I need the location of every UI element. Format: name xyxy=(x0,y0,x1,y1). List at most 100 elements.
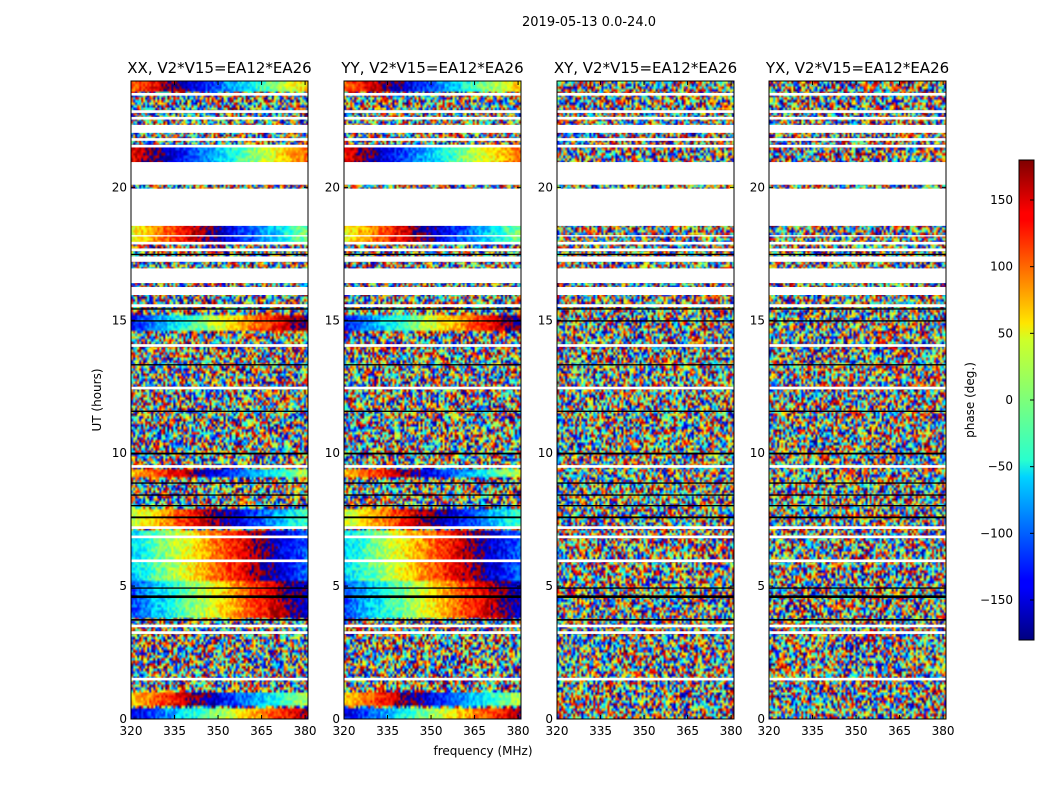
panel-frame xyxy=(130,80,309,720)
data-gap xyxy=(769,535,946,539)
flagged-band xyxy=(344,587,521,589)
flagged-band xyxy=(769,308,946,310)
data-gap xyxy=(131,92,308,96)
data-gap xyxy=(769,144,946,148)
data-gap xyxy=(131,116,308,120)
data-gap xyxy=(557,116,734,120)
flagged-band xyxy=(769,482,946,484)
y-tick-label: 10 xyxy=(112,446,127,460)
x-tick-label: 350 xyxy=(207,724,230,738)
data-gap xyxy=(131,241,308,245)
y-tick-label: 5 xyxy=(545,579,553,593)
data-gap xyxy=(557,344,734,347)
data-gap xyxy=(557,287,734,295)
flagged-band xyxy=(557,516,734,519)
flagged-band xyxy=(557,619,734,621)
y-tick-label: 20 xyxy=(750,180,765,194)
data-gap xyxy=(557,624,734,628)
data-gap xyxy=(344,526,521,529)
data-gap xyxy=(131,188,308,226)
data-gap xyxy=(131,256,308,262)
flagged-band xyxy=(769,595,946,599)
flagged-band xyxy=(344,320,521,322)
flagged-band xyxy=(131,482,308,484)
colorbar-label: phase (deg.) xyxy=(963,362,977,438)
y-tick-label: 15 xyxy=(750,313,765,327)
panel-title: YX, V2*V15=EA12*EA26 xyxy=(765,59,949,77)
y-tick-label: 15 xyxy=(538,313,553,327)
flagged-band xyxy=(557,410,734,412)
data-gap xyxy=(344,287,521,295)
data-gap xyxy=(344,124,521,133)
data-gap xyxy=(557,188,734,226)
data-gap xyxy=(769,241,946,245)
flagged-band xyxy=(344,253,521,256)
flagged-band xyxy=(769,494,946,496)
x-tick-label: 320 xyxy=(333,724,356,738)
data-gap xyxy=(769,110,946,113)
y-tick-label: 10 xyxy=(538,446,553,460)
data-gap xyxy=(344,386,521,390)
flagged-band xyxy=(557,587,734,589)
x-tick-label: 320 xyxy=(758,724,781,738)
y-tick-label: 10 xyxy=(325,446,340,460)
panel-title: YY, V2*V15=EA12*EA26 xyxy=(340,59,523,77)
panel-1: XX, V2*V15=EA12*EA26 320 335 350 365 380 0 5 10 1… xyxy=(112,59,317,738)
data-gap xyxy=(344,677,521,681)
data-gap xyxy=(131,235,308,237)
flagged-band xyxy=(131,320,308,322)
data-gap xyxy=(344,465,521,468)
colorbar-tick-label: −50 xyxy=(988,460,1013,474)
x-tick-label: 350 xyxy=(845,724,868,738)
y-tick-label: 5 xyxy=(757,579,765,593)
flagged-band xyxy=(131,494,308,496)
data-gap xyxy=(131,287,308,295)
flagged-band xyxy=(131,595,308,599)
data-gap xyxy=(344,559,521,563)
data-gap xyxy=(769,465,946,468)
phase-image xyxy=(344,81,521,719)
data-gap xyxy=(557,677,734,681)
data-gap xyxy=(769,235,946,237)
data-gap xyxy=(131,138,308,141)
flagged-band xyxy=(769,253,946,256)
flagged-band xyxy=(769,320,946,322)
data-gap xyxy=(557,144,734,148)
data-gap xyxy=(557,248,734,252)
data-gap xyxy=(344,344,521,347)
data-gap xyxy=(131,344,308,347)
y-tick-label: 0 xyxy=(119,712,127,726)
data-gap xyxy=(769,162,946,185)
colorbar: 150 100 50 0 −50 −100 −150 phase (deg.) xyxy=(963,159,1035,641)
data-gap xyxy=(131,465,308,468)
data-gap xyxy=(131,144,308,148)
flagged-band xyxy=(344,364,521,366)
y-tick-label: 0 xyxy=(545,712,553,726)
data-gap xyxy=(557,162,734,185)
data-gap xyxy=(769,526,946,529)
panel-frame xyxy=(556,80,735,720)
x-axis-label: frequency (MHz) xyxy=(433,744,532,758)
data-gap xyxy=(557,235,734,237)
y-tick-label: 15 xyxy=(112,313,127,327)
x-tick-label: 350 xyxy=(633,724,656,738)
data-gap xyxy=(557,386,734,390)
flagged-band xyxy=(344,482,521,484)
data-gap xyxy=(344,138,521,141)
flagged-band xyxy=(344,619,521,621)
x-tick-label: 320 xyxy=(120,724,143,738)
y-tick-label: 20 xyxy=(325,180,340,194)
data-gap xyxy=(769,248,946,252)
colorbar-tick-label: 50 xyxy=(998,326,1013,340)
data-gap xyxy=(344,624,521,628)
flagged-band xyxy=(344,516,521,519)
flagged-band xyxy=(344,494,521,496)
data-gap xyxy=(344,144,521,148)
flagged-band xyxy=(344,452,521,455)
panel-3: XY, V2*V15=EA12*EA26 320 335 350 365 380 0 5 10 1… xyxy=(538,59,743,738)
flagged-band xyxy=(131,505,308,507)
data-gap xyxy=(769,624,946,628)
panel-frame xyxy=(768,80,947,720)
data-gap xyxy=(557,110,734,113)
panel-title: XX, V2*V15=EA12*EA26 xyxy=(127,59,311,77)
